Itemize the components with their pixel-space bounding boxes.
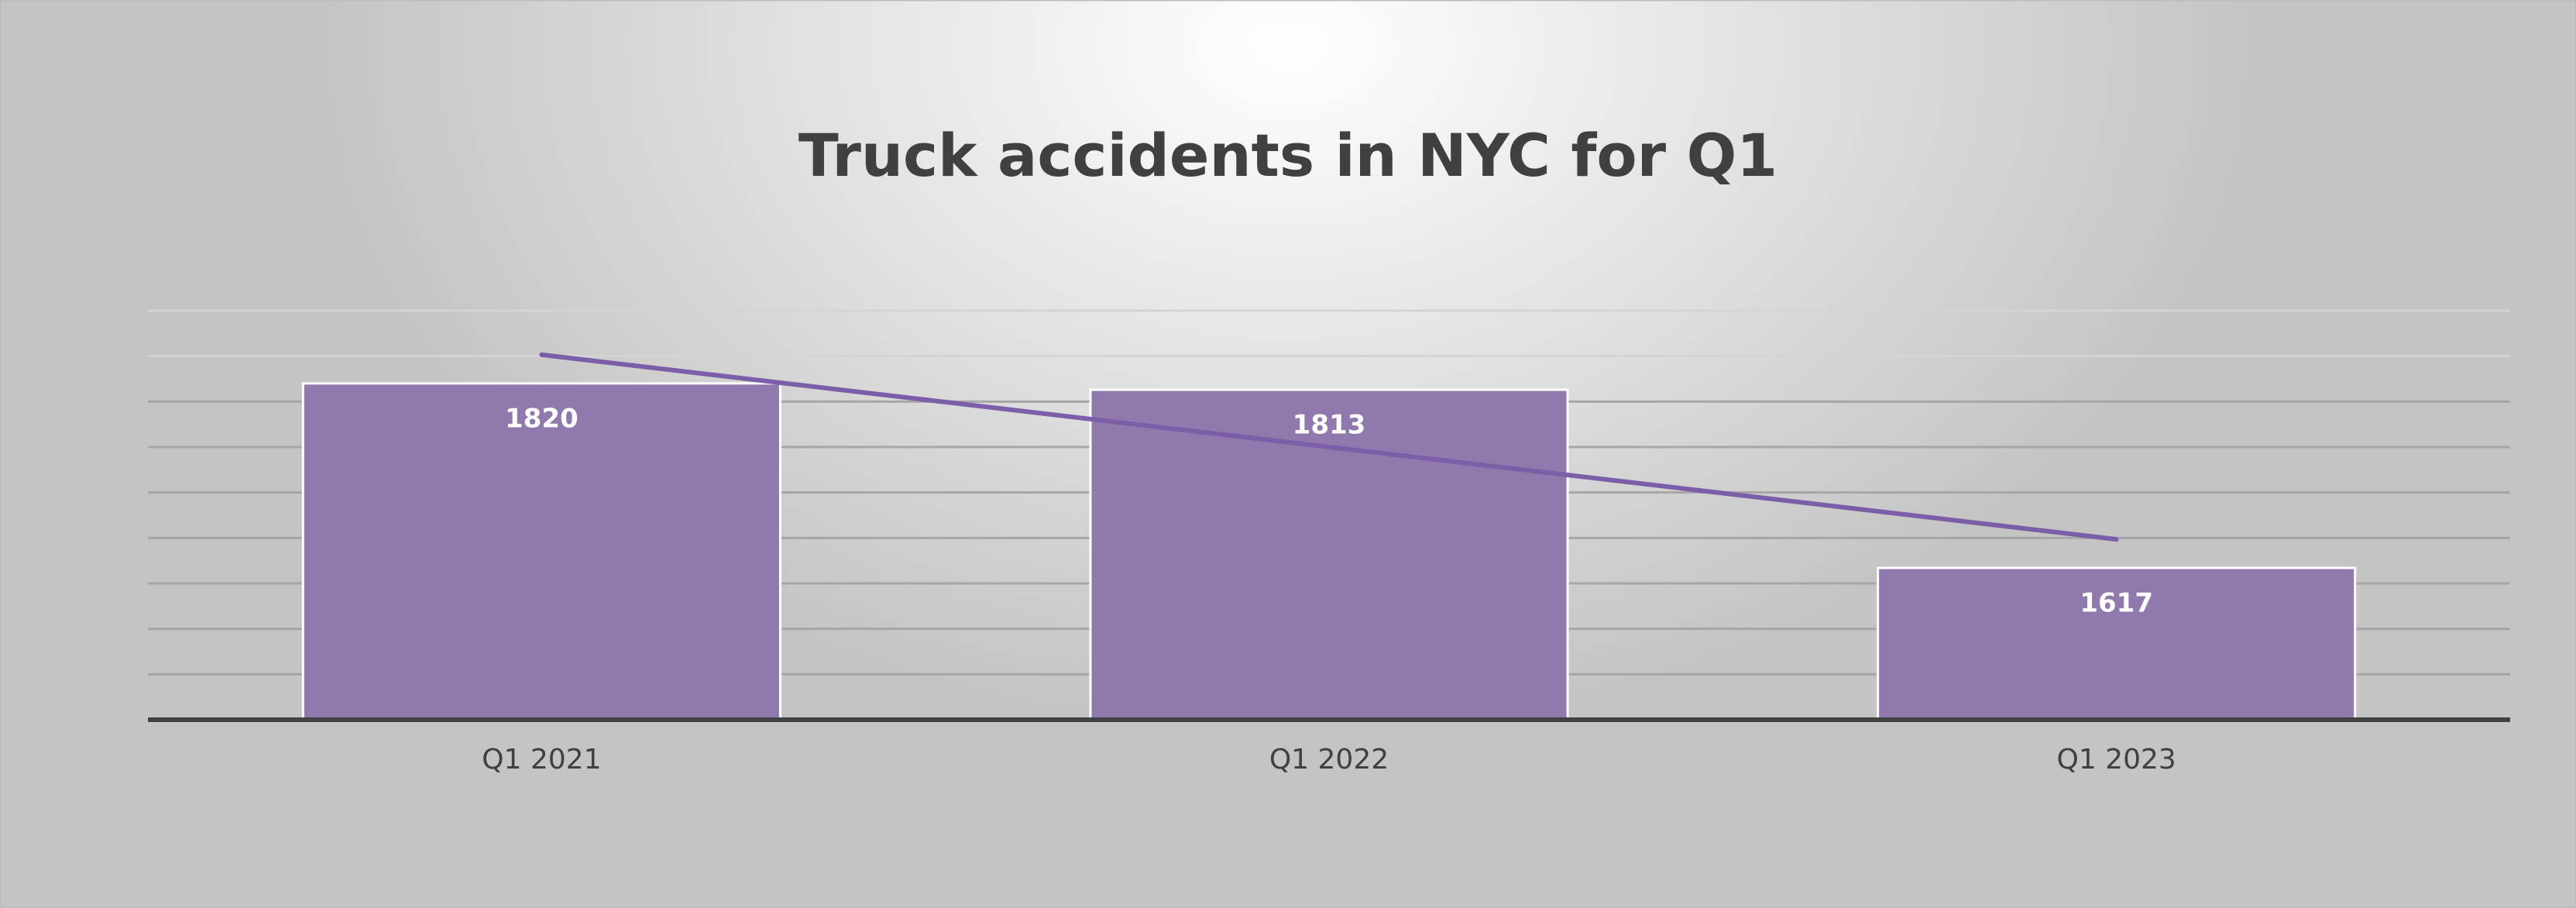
data-label: 1617 <box>2080 588 2153 619</box>
data-label: 1813 <box>1293 410 1366 441</box>
bar <box>1877 566 2357 721</box>
data-label: 1820 <box>505 403 579 434</box>
trendline <box>539 352 2119 542</box>
x-tick-label: Q1 2023 <box>2057 744 2176 776</box>
x-tick-label: Q1 2022 <box>1269 744 1389 776</box>
bar <box>301 382 781 721</box>
x-tick-label: Q1 2021 <box>482 744 601 776</box>
chart-title: Truck accidents in NYC for Q1 <box>799 121 1777 190</box>
